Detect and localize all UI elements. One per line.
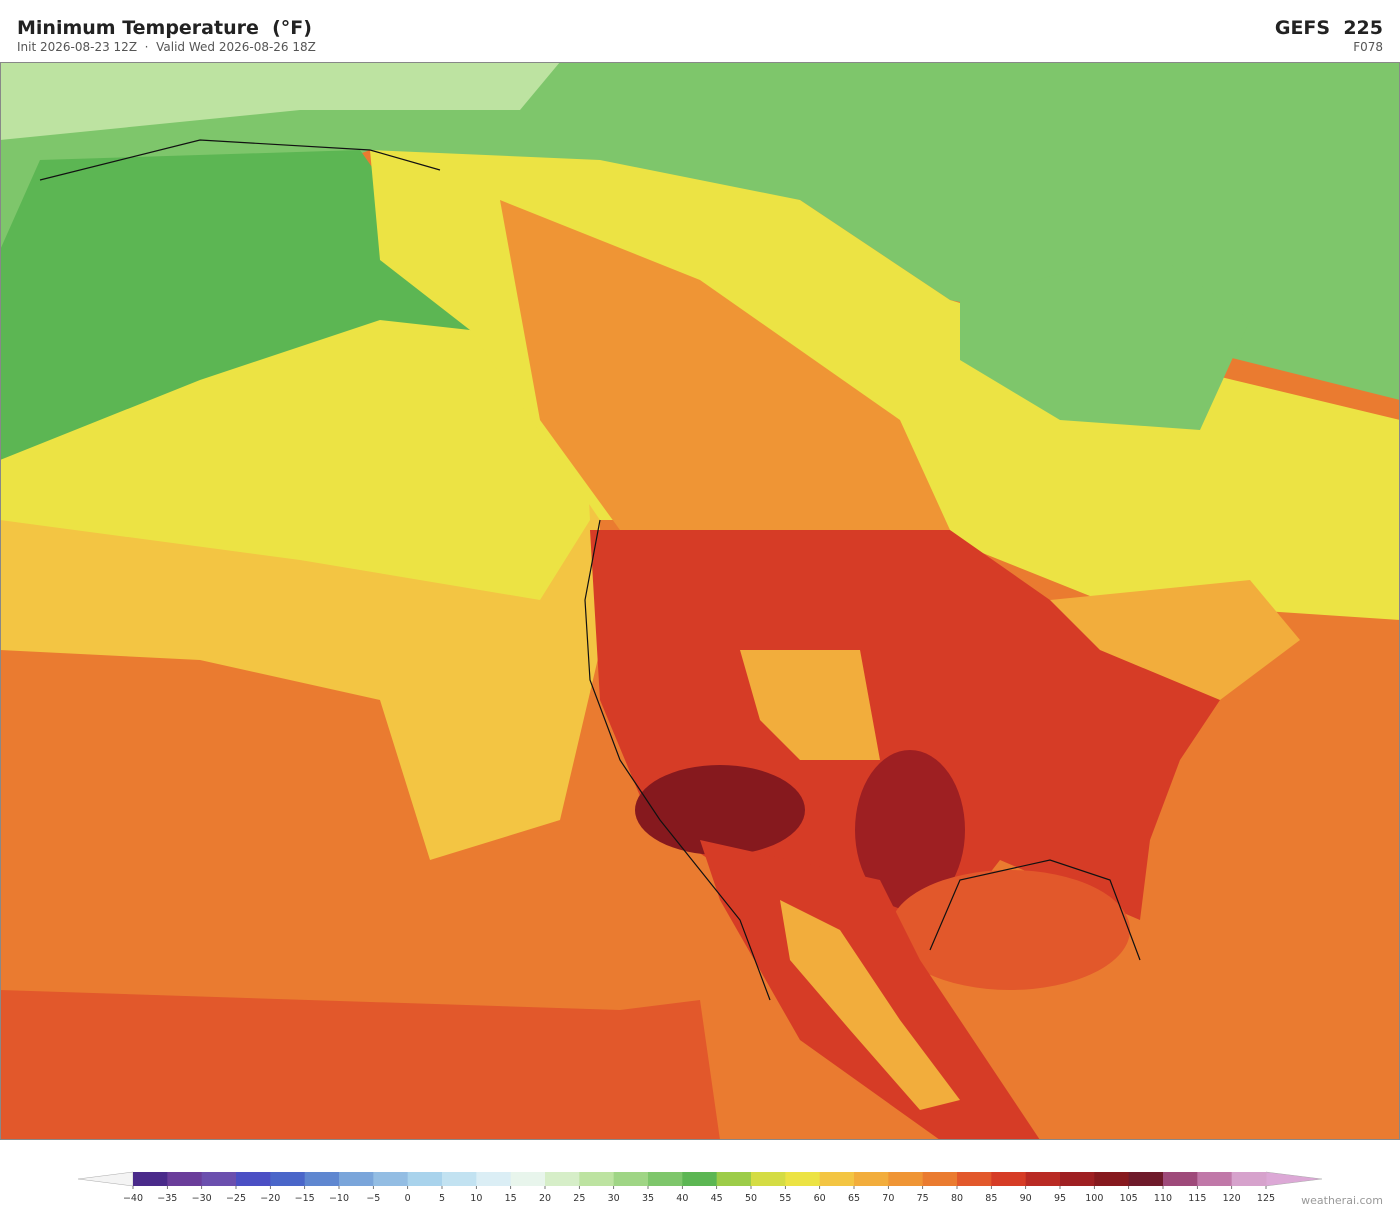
colorbar-segment bbox=[1128, 1172, 1164, 1186]
colorbar-segment bbox=[373, 1172, 409, 1186]
colorbar-tick-label: 90 bbox=[1020, 1193, 1032, 1204]
colorbar-segment bbox=[1094, 1172, 1130, 1186]
colorbar-segment bbox=[819, 1172, 855, 1186]
colorbar-tick-label: 45 bbox=[711, 1193, 723, 1204]
colorbar-segment bbox=[133, 1172, 168, 1186]
colorbar-tick-label: −40 bbox=[123, 1193, 143, 1204]
colorbar-segment bbox=[201, 1172, 237, 1186]
colorbar-tick-label: −10 bbox=[329, 1193, 349, 1204]
colorbar-segment bbox=[1060, 1172, 1095, 1186]
colorbar-segment bbox=[682, 1172, 718, 1186]
colorbar-tick-label: 40 bbox=[676, 1193, 688, 1204]
colorbar-tick-label: 85 bbox=[985, 1193, 997, 1204]
colorbar-segment bbox=[270, 1172, 306, 1186]
colorbar-segment bbox=[1163, 1172, 1198, 1186]
colorbar-segment bbox=[922, 1172, 958, 1186]
colorbar-tick-label: 120 bbox=[1223, 1193, 1241, 1204]
coastline bbox=[584, 519, 771, 1001]
subtitle: Init 2026-08-23 12Z · Valid Wed 2026-08-… bbox=[17, 40, 316, 54]
colorbar-tick-label: 25 bbox=[573, 1193, 585, 1204]
model-label: GEFS 225 bbox=[1275, 17, 1383, 39]
credit: weatherai.com bbox=[1301, 1194, 1383, 1207]
title: Minimum Temperature (°F) bbox=[17, 17, 312, 39]
colorbar-tick-label: 30 bbox=[608, 1193, 620, 1204]
colorbar-tick-label: −35 bbox=[157, 1193, 177, 1204]
colorbar-segment bbox=[407, 1172, 443, 1186]
colorbar-tick-label: −5 bbox=[366, 1193, 380, 1204]
colorbar-tick-label: 80 bbox=[951, 1193, 963, 1204]
colorbar-tick-label: 0 bbox=[405, 1193, 411, 1204]
colorbar-tick-label: −25 bbox=[226, 1193, 246, 1204]
arctic-cold bbox=[0, 62, 560, 140]
colorbar-tick-label: 10 bbox=[470, 1193, 482, 1204]
colorbar-segment bbox=[510, 1172, 546, 1186]
colorbar-segment bbox=[339, 1172, 374, 1186]
colorbar-segment bbox=[545, 1172, 580, 1186]
colorbar-segment bbox=[785, 1172, 821, 1186]
colorbar-tick-label: 95 bbox=[1054, 1193, 1066, 1204]
colorbar-tick-label: 35 bbox=[642, 1193, 654, 1204]
pacific-hot bbox=[0, 990, 720, 1140]
colorbar-segment bbox=[579, 1172, 615, 1186]
gulf-of-mexico bbox=[890, 870, 1130, 990]
mexico-highlands bbox=[780, 900, 960, 1110]
colorbar-over bbox=[1265, 1171, 1323, 1187]
colorbar-segment bbox=[304, 1172, 340, 1186]
colorbar-tick-label: 20 bbox=[539, 1193, 551, 1204]
colorbar-segment bbox=[1231, 1172, 1267, 1186]
coastline bbox=[929, 859, 1141, 961]
colorbar-tick-label: −15 bbox=[295, 1193, 315, 1204]
colorbar-tick-label: 100 bbox=[1085, 1193, 1103, 1204]
colorbar-segment bbox=[751, 1172, 786, 1186]
colorbar-segment bbox=[236, 1172, 271, 1186]
colorbar-tick-label: −30 bbox=[192, 1193, 212, 1204]
map bbox=[0, 62, 1400, 1140]
colorbar-segment bbox=[716, 1172, 752, 1186]
colorbar-tick-label: 55 bbox=[779, 1193, 791, 1204]
colorbar-segment bbox=[957, 1172, 992, 1186]
rockies bbox=[740, 650, 880, 760]
texas bbox=[855, 750, 965, 910]
forecast-hour: F078 bbox=[1353, 40, 1383, 54]
colorbar-tick-label: 65 bbox=[848, 1193, 860, 1204]
colorbar: −40 −35 −30 −25 −20 −15 −10 −5 0 5 10 15 20 25 30 35 40 4… bbox=[77, 1171, 1323, 1204]
colorbar-segment bbox=[991, 1172, 1027, 1186]
colorbar-segment bbox=[888, 1172, 924, 1186]
colorbar-tick-label: 110 bbox=[1154, 1193, 1172, 1204]
colorbar-segment bbox=[442, 1172, 477, 1186]
colorbar-tick-label: 60 bbox=[814, 1193, 826, 1204]
colorbar-tick-label: 5 bbox=[439, 1193, 445, 1204]
desert-southwest bbox=[635, 765, 805, 855]
west-canada bbox=[500, 200, 950, 530]
colorbar-segment bbox=[648, 1172, 683, 1186]
colorbar-under bbox=[77, 1171, 134, 1187]
colorbar-tick-label: 115 bbox=[1188, 1193, 1206, 1204]
colorbar-segment bbox=[167, 1172, 203, 1186]
colorbar-tick-label: 75 bbox=[917, 1193, 929, 1204]
colorbar-tick-label: 70 bbox=[882, 1193, 894, 1204]
colorbar-tick-label: 50 bbox=[745, 1193, 757, 1204]
colorbar-segment bbox=[613, 1172, 649, 1186]
colorbar-segment bbox=[1197, 1172, 1233, 1186]
coastline bbox=[39, 139, 441, 181]
hudson-bay bbox=[960, 250, 1250, 430]
colorbar-segment bbox=[1025, 1172, 1061, 1186]
colorbar-segment bbox=[476, 1172, 512, 1186]
colorbar-tick-label: 105 bbox=[1120, 1193, 1138, 1204]
colorbar-segment bbox=[854, 1172, 889, 1186]
colorbar-tick-label: −20 bbox=[260, 1193, 280, 1204]
alaska bbox=[0, 150, 500, 460]
colorbar-tick-label: 125 bbox=[1257, 1193, 1275, 1204]
colorbar-tick-label: 15 bbox=[505, 1193, 517, 1204]
